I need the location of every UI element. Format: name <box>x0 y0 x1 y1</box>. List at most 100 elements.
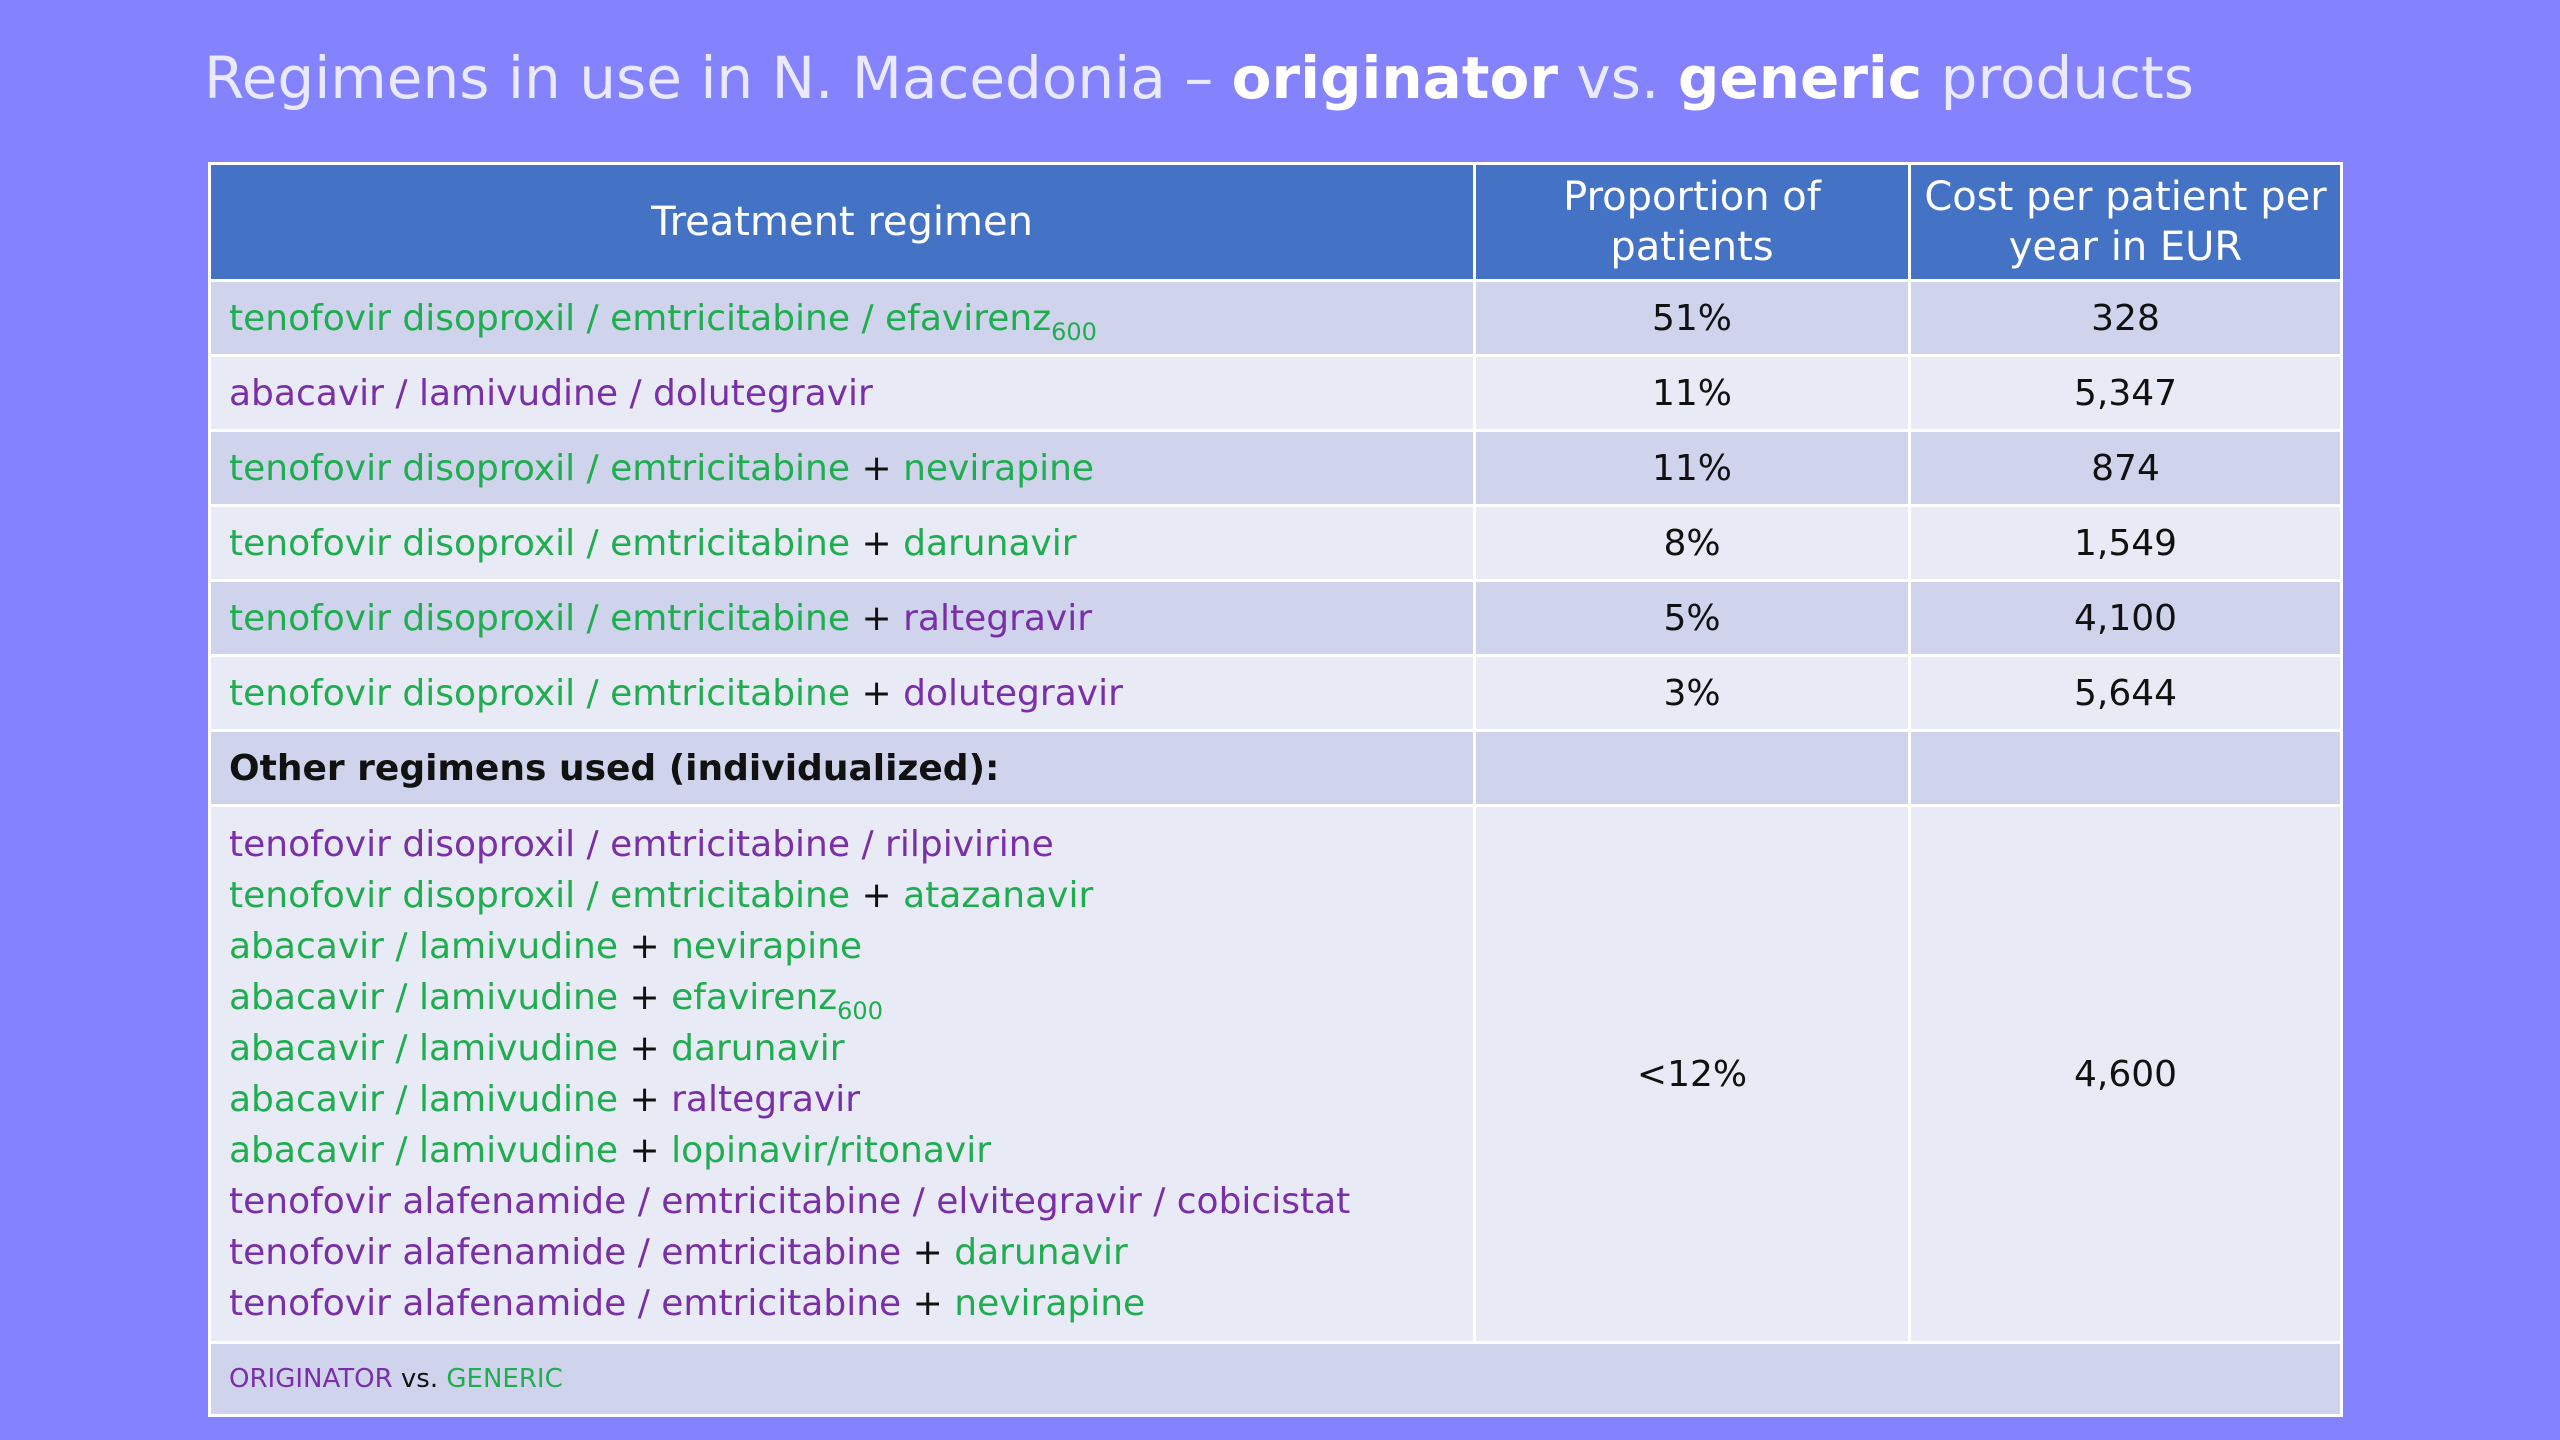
proportion-cell: 11% <box>1473 429 1911 507</box>
list-item: tenofovir disoproxil / emtricitabine / r… <box>229 819 1455 870</box>
plus-sign: + <box>901 1232 955 1273</box>
regimen-originator: tenofovir alafenamide / emtricitabine <box>229 1283 902 1324</box>
regimen-generic: tenofovir disoproxil / emtricitabine <box>229 522 851 564</box>
regimen-cell: tenofovir disoproxil / emtricitabine + d… <box>208 654 1476 732</box>
regimen-generic: atazanavir <box>903 875 1094 916</box>
regimen-cell: tenofovir disoproxil / emtricitabine + n… <box>208 429 1476 507</box>
regimen-originator: tenofovir alafenamide / emtricitabine / … <box>229 1181 1351 1222</box>
list-item: abacavir / lamivudine + efavirenz600 <box>229 972 1455 1023</box>
regimen-generic: darunavir <box>954 1232 1128 1273</box>
regimen-generic: abacavir / lamivudine <box>229 1028 619 1069</box>
title-part2: products <box>1922 44 2194 112</box>
list-item: tenofovir disoproxil / emtricitabine + a… <box>229 870 1455 921</box>
regimen-generic: abacavir / lamivudine <box>229 1079 619 1120</box>
empty-cell <box>1473 729 1911 807</box>
other-regimens-list: tenofovir disoproxil / emtricitabine / r… <box>208 804 1476 1344</box>
cost-cell: 5,347 <box>1908 354 2343 432</box>
list-item: abacavir / lamivudine + nevirapine <box>229 921 1455 972</box>
list-item: abacavir / lamivudine + raltegravir <box>229 1074 1455 1125</box>
regimen-originator: raltegravir <box>671 1079 861 1120</box>
regimen-generic: nevirapine <box>671 926 863 967</box>
empty-cell <box>1908 729 2343 807</box>
table-row: tenofovir disoproxil / emtricitabine + r… <box>208 579 2343 657</box>
table-row: abacavir / lamivudine / dolutegravir 11%… <box>208 354 2343 432</box>
title-originator: originator <box>1231 44 1558 112</box>
regimen-cell: abacavir / lamivudine / dolutegravir <box>208 354 1476 432</box>
regimen-generic: abacavir / lamivudine <box>229 926 619 967</box>
list-item: abacavir / lamivudine + lopinavir/ritona… <box>229 1125 1455 1176</box>
regimen-generic: abacavir / lamivudine <box>229 1130 619 1171</box>
legend-vs: vs. <box>392 1364 447 1394</box>
cost-cell: 328 <box>1908 279 2343 357</box>
regimen-originator: tenofovir disoproxil / emtricitabine / r… <box>229 824 1054 865</box>
table-row: tenofovir disoproxil / emtricitabine / e… <box>208 279 2343 357</box>
header-regimen: Treatment regimen <box>208 162 1476 282</box>
header-row: Treatment regimen Proportion of patients… <box>208 162 2343 282</box>
cost-cell: 874 <box>1908 429 2343 507</box>
slide-title: Regimens in use in N. Macedonia – origin… <box>204 44 2194 112</box>
legend-cell: ORIGINATOR vs. GENERIC <box>208 1341 2343 1417</box>
table-row: tenofovir disoproxil / emtricitabine + n… <box>208 429 2343 507</box>
cost-cell: 4,600 <box>1908 804 2343 1344</box>
list-item: tenofovir alafenamide / emtricitabine / … <box>229 1176 1455 1227</box>
list-item: abacavir / lamivudine + darunavir <box>229 1023 1455 1074</box>
plus-sign: + <box>850 522 904 564</box>
table-row: tenofovir disoproxil / emtricitabine + d… <box>208 504 2343 582</box>
regimen-table: Treatment regimen Proportion of patients… <box>208 162 2343 1417</box>
plus-sign: + <box>901 1283 955 1324</box>
regimen-generic: tenofovir disoproxil / emtricitabine <box>229 597 851 639</box>
regimen-cell: tenofovir disoproxil / emtricitabine + r… <box>208 579 1476 657</box>
plus-sign: + <box>618 1079 672 1120</box>
regimen-generic: nevirapine <box>954 1283 1146 1324</box>
proportion-cell: 8% <box>1473 504 1911 582</box>
legend-row: ORIGINATOR vs. GENERIC <box>208 1341 2343 1417</box>
proportion-cell: 3% <box>1473 654 1911 732</box>
plus-sign: + <box>850 597 904 639</box>
plus-sign: + <box>618 1130 672 1171</box>
proportion-cell: 5% <box>1473 579 1911 657</box>
cost-cell: 5,644 <box>1908 654 2343 732</box>
other-regimens-row: tenofovir disoproxil / emtricitabine / r… <box>208 804 2343 1344</box>
regimen-generic: efavirenz <box>671 977 838 1018</box>
plus-sign: + <box>850 875 904 916</box>
plus-sign: + <box>618 1028 672 1069</box>
regimen-generic: tenofovir disoproxil / emtricitabine <box>229 672 851 714</box>
proportion-cell: 11% <box>1473 354 1911 432</box>
header-cost: Cost per patient per year in EUR <box>1908 162 2343 282</box>
cost-cell: 4,100 <box>1908 579 2343 657</box>
legend-originator: ORIGINATOR <box>229 1364 393 1394</box>
dose-subscript: 600 <box>1051 317 1097 346</box>
regimen-generic: darunavir <box>903 522 1077 564</box>
regimen-cell: tenofovir disoproxil / emtricitabine + d… <box>208 504 1476 582</box>
cost-cell: 1,549 <box>1908 504 2343 582</box>
other-regimens-heading: Other regimens used (individualized): <box>208 729 1476 807</box>
header-proportion: Proportion of patients <box>1473 162 1911 282</box>
plus-sign: + <box>850 447 904 489</box>
regimen-generic: abacavir / lamivudine <box>229 977 619 1018</box>
regimen-originator: dolutegravir <box>903 672 1123 714</box>
list-item: tenofovir alafenamide / emtricitabine + … <box>229 1278 1455 1329</box>
list-item: tenofovir alafenamide / emtricitabine + … <box>229 1227 1455 1278</box>
regimen-generic: nevirapine <box>903 447 1095 489</box>
legend-generic: GENERIC <box>446 1364 563 1394</box>
title-vs: vs. <box>1557 44 1678 112</box>
regimen-generic: lopinavir/ritonavir <box>671 1130 992 1171</box>
table-row: tenofovir disoproxil / emtricitabine + d… <box>208 654 2343 732</box>
regimen-cell: tenofovir disoproxil / emtricitabine / e… <box>208 279 1476 357</box>
regimen-generic: tenofovir disoproxil / emtricitabine / e… <box>229 297 1052 339</box>
regimen-generic: tenofovir disoproxil / emtricitabine <box>229 447 851 489</box>
regimen-originator: raltegravir <box>903 597 1093 639</box>
regimen-originator: abacavir / lamivudine / dolutegravir <box>229 372 873 414</box>
title-generic: generic <box>1677 44 1923 112</box>
plus-sign: + <box>850 672 904 714</box>
dose-subscript: 600 <box>837 997 883 1025</box>
regimen-generic: tenofovir disoproxil / emtricitabine <box>229 875 851 916</box>
regimen-generic: darunavir <box>671 1028 845 1069</box>
regimen-originator: tenofovir alafenamide / emtricitabine <box>229 1232 902 1273</box>
plus-sign: + <box>618 926 672 967</box>
proportion-cell: 51% <box>1473 279 1911 357</box>
plus-sign: + <box>618 977 672 1018</box>
proportion-cell: <12% <box>1473 804 1911 1344</box>
title-part1: Regimens in use in N. Macedonia – <box>204 44 1232 112</box>
other-regimens-header-row: Other regimens used (individualized): <box>208 729 2343 807</box>
